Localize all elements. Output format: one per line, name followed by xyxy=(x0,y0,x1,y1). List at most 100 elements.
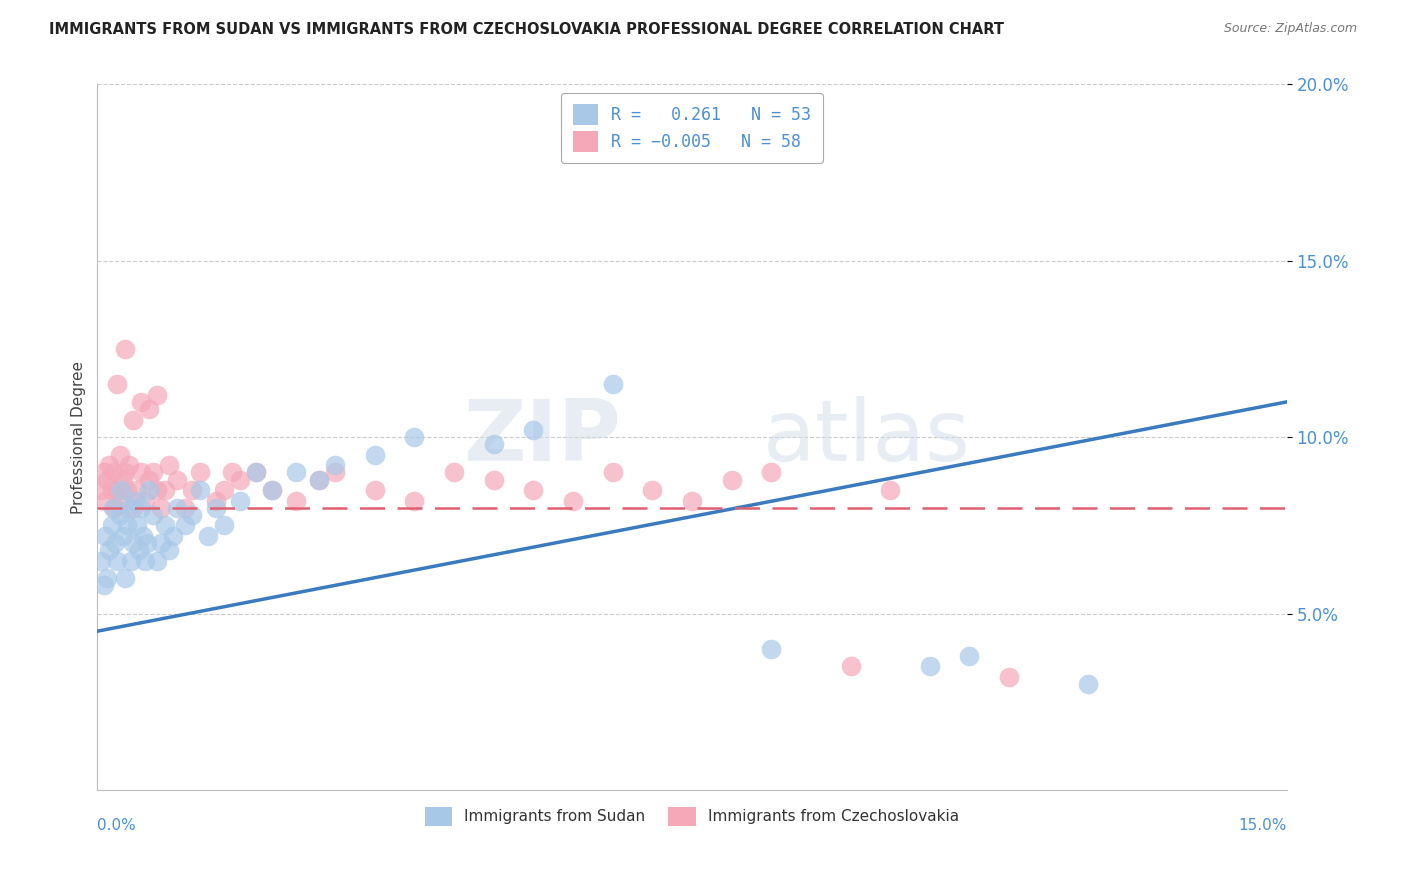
Point xyxy=(364,448,387,462)
Point xyxy=(229,473,252,487)
Point xyxy=(166,473,188,487)
Point xyxy=(118,500,141,515)
Point xyxy=(190,466,212,480)
Point xyxy=(96,571,118,585)
Point xyxy=(110,483,132,497)
Point xyxy=(129,500,152,515)
Point xyxy=(602,377,624,392)
Point xyxy=(125,518,148,533)
Text: atlas: atlas xyxy=(763,396,972,479)
Point xyxy=(761,641,783,656)
Legend: Immigrants from Sudan, Immigrants from Czechoslovakia: Immigrants from Sudan, Immigrants from C… xyxy=(419,801,966,831)
Point xyxy=(103,466,125,480)
Point xyxy=(94,493,117,508)
Point xyxy=(90,483,112,497)
Point xyxy=(114,571,136,585)
Point xyxy=(134,554,156,568)
Point xyxy=(918,659,941,673)
Point xyxy=(212,483,235,497)
Point xyxy=(260,483,283,497)
Point xyxy=(157,543,180,558)
Point xyxy=(128,543,150,558)
Point xyxy=(132,529,155,543)
Point xyxy=(110,493,132,508)
Point xyxy=(602,466,624,480)
Point xyxy=(212,518,235,533)
Point xyxy=(90,554,112,568)
Point xyxy=(117,518,139,533)
Point xyxy=(100,518,122,533)
Text: ZIP: ZIP xyxy=(463,396,620,479)
Point xyxy=(153,483,176,497)
Point xyxy=(118,458,141,473)
Point xyxy=(135,536,157,550)
Point xyxy=(404,430,426,444)
Point xyxy=(93,466,115,480)
Point xyxy=(284,493,307,508)
Point xyxy=(443,466,465,480)
Point xyxy=(104,500,127,515)
Point xyxy=(681,493,703,508)
Point xyxy=(142,466,165,480)
Point xyxy=(129,466,152,480)
Point xyxy=(149,500,172,515)
Point xyxy=(98,458,121,473)
Point xyxy=(138,483,160,497)
Point xyxy=(149,536,172,550)
Y-axis label: Professional Degree: Professional Degree xyxy=(72,360,86,514)
Point xyxy=(100,483,122,497)
Point xyxy=(720,473,742,487)
Point xyxy=(98,543,121,558)
Point xyxy=(108,448,131,462)
Point xyxy=(959,648,981,663)
Point xyxy=(205,500,228,515)
Point xyxy=(93,578,115,592)
Point xyxy=(482,473,505,487)
Point xyxy=(105,554,128,568)
Point xyxy=(173,518,195,533)
Point xyxy=(134,493,156,508)
Point xyxy=(138,401,160,416)
Point xyxy=(162,529,184,543)
Point xyxy=(125,483,148,497)
Point xyxy=(105,377,128,392)
Point xyxy=(105,483,128,497)
Text: IMMIGRANTS FROM SUDAN VS IMMIGRANTS FROM CZECHOSLOVAKIA PROFESSIONAL DEGREE CORR: IMMIGRANTS FROM SUDAN VS IMMIGRANTS FROM… xyxy=(49,22,1004,37)
Point xyxy=(323,466,346,480)
Point xyxy=(522,423,544,437)
Point xyxy=(122,500,145,515)
Point xyxy=(482,437,505,451)
Point xyxy=(96,473,118,487)
Point xyxy=(122,536,145,550)
Point xyxy=(124,493,146,508)
Point xyxy=(157,458,180,473)
Point xyxy=(117,483,139,497)
Point xyxy=(94,529,117,543)
Point xyxy=(284,466,307,480)
Point xyxy=(364,483,387,497)
Point xyxy=(146,554,169,568)
Point xyxy=(166,500,188,515)
Point xyxy=(142,508,165,522)
Point xyxy=(1077,677,1099,691)
Point xyxy=(146,483,169,497)
Point xyxy=(221,466,243,480)
Point xyxy=(111,529,134,543)
Text: Source: ZipAtlas.com: Source: ZipAtlas.com xyxy=(1223,22,1357,36)
Point xyxy=(308,473,330,487)
Point xyxy=(103,500,125,515)
Point xyxy=(998,670,1021,684)
Point xyxy=(245,466,267,480)
Point xyxy=(404,493,426,508)
Point xyxy=(108,508,131,522)
Point xyxy=(205,493,228,508)
Point xyxy=(146,388,169,402)
Point xyxy=(173,500,195,515)
Point xyxy=(323,458,346,473)
Point xyxy=(181,483,204,497)
Point xyxy=(879,483,901,497)
Point xyxy=(229,493,252,508)
Point xyxy=(138,473,160,487)
Point xyxy=(122,412,145,426)
Point xyxy=(114,466,136,480)
